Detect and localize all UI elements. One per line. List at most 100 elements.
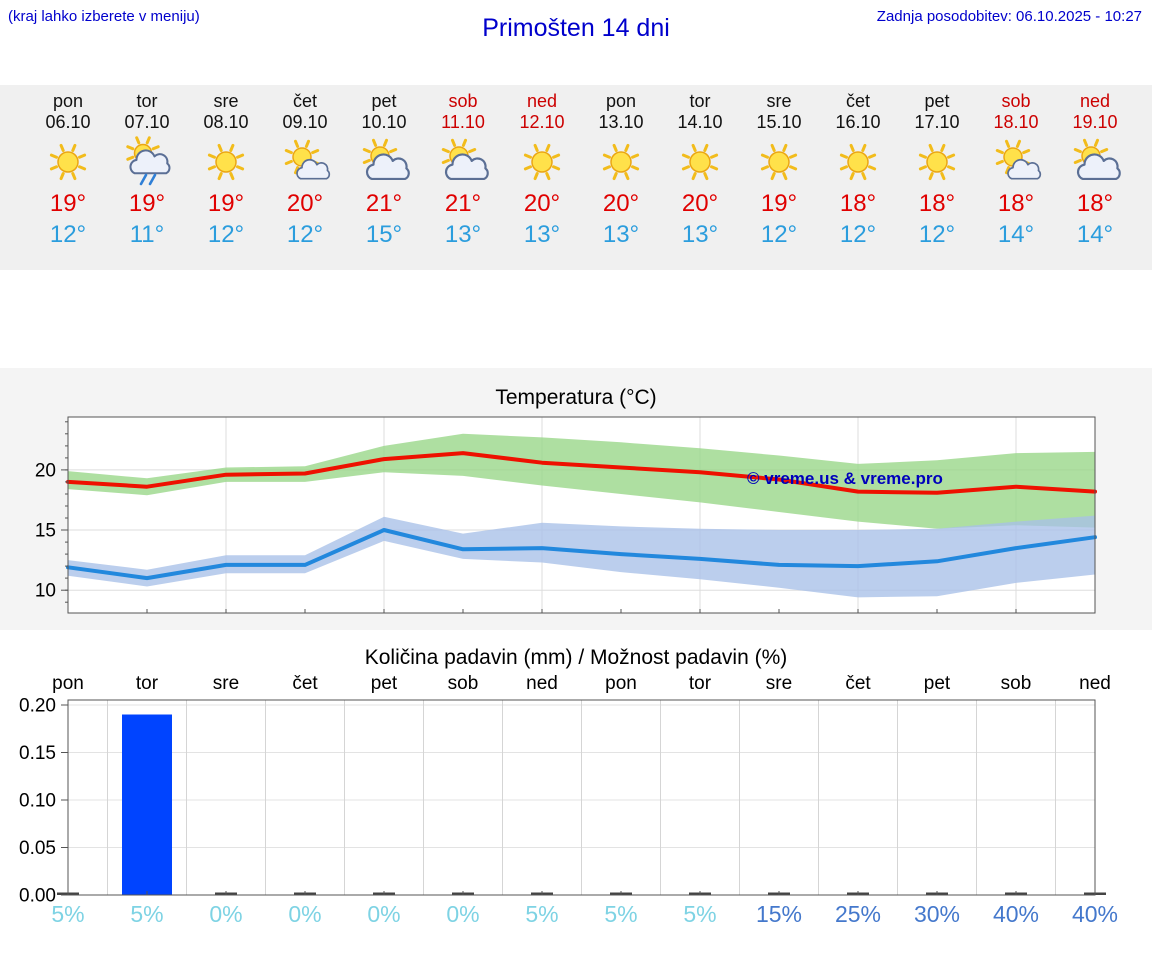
precip-day-label: čet [292, 673, 318, 694]
precip-day-label: ned [1079, 673, 1111, 694]
low-temp: 12° [760, 221, 798, 248]
precip-percent-label: 5% [604, 901, 638, 927]
precip-day-label: tor [688, 673, 712, 694]
day-name: pon [52, 91, 84, 111]
forecast-day-19.10[interactable]: ned 19.10 18° 14° [1056, 85, 1135, 270]
high-temp: 19° [128, 190, 166, 217]
precip-day-label: sob [447, 673, 479, 694]
page-title: Primošten 14 dni [482, 14, 670, 42]
sun-icon [740, 136, 819, 188]
precip-percent-label: 40% [1071, 901, 1119, 927]
menu-hint: (kraj lahko izberete v meniju) [8, 8, 200, 25]
low-temp: 12° [839, 221, 877, 248]
precip-percent-label: 0% [367, 901, 401, 927]
day-name: sre [766, 91, 792, 111]
forecast-day-07.10[interactable]: tor 07.10 19° 11° [108, 85, 187, 270]
precip-percent-label: 0% [446, 901, 480, 927]
low-temp: 12° [49, 221, 87, 248]
sun-cloud-rain-icon [108, 136, 187, 188]
forecast-day-11.10[interactable]: sob 11.10 21° 13° [424, 85, 503, 270]
day-name: ned [526, 91, 558, 111]
forecast-day-15.10[interactable]: sre 15.10 19° 12° [740, 85, 819, 270]
day-date: 15.10 [756, 112, 802, 132]
sun-cloud-icon [1056, 136, 1135, 188]
forecast-day-17.10[interactable]: pet 17.10 18° 12° [898, 85, 977, 270]
forecast-day-13.10[interactable]: pon 13.10 20° 13° [582, 85, 661, 270]
sun-icon [661, 136, 740, 188]
high-temp: 19° [760, 190, 798, 217]
high-temp: 21° [365, 190, 403, 217]
temperature-chart-title: Temperatura (°C) [495, 386, 657, 409]
day-name: čet [845, 91, 870, 111]
sun-icon [29, 136, 108, 188]
precip-percent-label: 5% [51, 901, 85, 927]
precip-day-label: tor [135, 673, 159, 694]
precip-day-label: pon [605, 673, 637, 694]
precip-percent-label: 30% [913, 901, 961, 927]
high-temp: 18° [839, 190, 877, 217]
precipitation-chart: 0.00 0.05 0.10 0.15 0.20 [19, 698, 1106, 903]
day-date: 16.10 [835, 112, 881, 132]
forecast-day-08.10[interactable]: sre 08.10 19° 12° [187, 85, 266, 270]
svg-text:0.00: 0.00 [19, 886, 56, 903]
high-temp: 20° [286, 190, 324, 217]
forecast-day-06.10[interactable]: pon 06.10 19° 12° [29, 85, 108, 270]
day-name: pet [924, 91, 950, 111]
forecast-strip: pon 06.10 19° 12° tor 07.10 19° 11° sre 08.10 19°… [0, 85, 1152, 270]
day-date: 07.10 [124, 112, 170, 132]
forecast-day-10.10[interactable]: pet 10.10 21° 15° [345, 85, 424, 270]
day-name: tor [689, 91, 711, 111]
day-name: sre [213, 91, 239, 111]
precip-percent-label: 40% [992, 901, 1040, 927]
forecast-day-09.10[interactable]: čet 09.10 20° 12° [266, 85, 345, 270]
precip-percent-label: 5% [130, 901, 164, 927]
sun-cloud-icon [424, 136, 503, 188]
low-temp: 13° [523, 221, 561, 248]
sun-icon [898, 136, 977, 188]
day-date: 12.10 [519, 112, 565, 132]
sun-icon [819, 136, 898, 188]
day-date: 19.10 [1072, 112, 1118, 132]
forecast-day-14.10[interactable]: tor 14.10 20° 13° [661, 85, 740, 270]
high-temp: 21° [444, 190, 482, 217]
sun-small-cloud-icon [266, 136, 345, 188]
high-temp: 20° [602, 190, 640, 217]
watermark-link[interactable]: © vreme.us & vreme.pro [747, 469, 943, 488]
low-temp: 13° [444, 221, 482, 248]
svg-text:0.20: 0.20 [19, 698, 56, 717]
precipitation-chart-title: Količina padavin (mm) / Možnost padavin … [364, 646, 788, 669]
day-date: 11.10 [441, 112, 485, 132]
day-date: 13.10 [598, 112, 644, 132]
precip-day-label: sre [765, 673, 793, 694]
forecast-day-12.10[interactable]: ned 12.10 20° 13° [503, 85, 582, 270]
sun-icon [187, 136, 266, 188]
day-date: 06.10 [45, 112, 91, 132]
day-date: 14.10 [677, 112, 723, 132]
high-temp: 19° [49, 190, 87, 217]
forecast-day-16.10[interactable]: čet 16.10 18° 12° [819, 85, 898, 270]
day-name: sob [1001, 91, 1031, 111]
low-temp: 12° [286, 221, 324, 248]
sun-icon [582, 136, 661, 188]
day-name: pon [605, 91, 637, 111]
svg-text:20: 20 [35, 460, 56, 481]
low-temp: 13° [602, 221, 640, 248]
low-temp: 12° [918, 221, 956, 248]
day-date: 18.10 [993, 112, 1039, 132]
high-temp: 18° [997, 190, 1035, 217]
precip-day-label: sre [212, 673, 240, 694]
day-name: sob [448, 91, 478, 111]
day-date: 10.10 [361, 112, 407, 132]
svg-text:0.15: 0.15 [19, 743, 56, 764]
sun-icon [503, 136, 582, 188]
svg-text:10: 10 [35, 581, 56, 602]
forecast-day-18.10[interactable]: sob 18.10 18° 14° [977, 85, 1056, 270]
low-temp: 13° [681, 221, 719, 248]
low-temp: 11° [129, 221, 165, 248]
day-date: 08.10 [203, 112, 249, 132]
precip-day-label: pet [923, 673, 951, 694]
svg-text:15: 15 [35, 521, 56, 542]
precip-percent-label: 5% [525, 901, 559, 927]
precip-day-label: sob [1000, 673, 1032, 694]
low-temp: 14° [1076, 221, 1114, 248]
